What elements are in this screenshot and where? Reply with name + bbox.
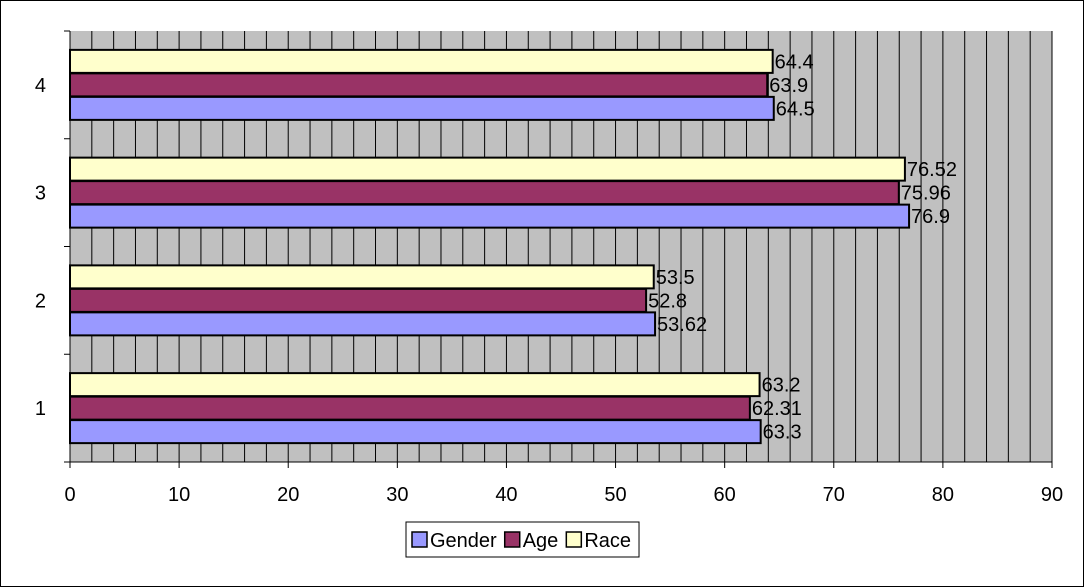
bar-gender-4 [69, 95, 775, 121]
data-label: 63.2 [762, 375, 801, 397]
bar-race-3 [69, 156, 906, 182]
legend-box [405, 521, 640, 558]
data-label: 53.62 [657, 314, 707, 336]
x-tick-label: 0 [64, 484, 75, 506]
y-tick-label: 3 [35, 183, 46, 205]
x-tick-label: 90 [1041, 484, 1063, 506]
legend: Gender Age Race [405, 521, 640, 558]
data-label: 64.4 [775, 51, 814, 73]
data-label: 76.52 [907, 159, 957, 181]
y-tick-label: 4 [35, 75, 46, 97]
bar-gender-3 [69, 203, 911, 229]
bars [69, 48, 911, 445]
data-label: 53.5 [656, 267, 695, 289]
x-tick-label: 10 [168, 484, 190, 506]
x-tick-label: 30 [386, 484, 408, 506]
y-axis: 1 2 3 4 [35, 30, 71, 463]
bar-race-4 [69, 48, 774, 74]
data-label: 75.96 [901, 183, 951, 205]
data-label: 52.8 [648, 290, 687, 312]
legend-swatch-age [503, 531, 521, 548]
data-label: 63.9 [769, 75, 808, 97]
y-tick-label: 1 [35, 398, 46, 420]
data-label: 63.3 [763, 422, 802, 444]
x-tick-label: 60 [714, 484, 736, 506]
x-tick-label: 20 [277, 484, 299, 506]
bar-race-2 [69, 264, 655, 290]
x-tick-label: 70 [823, 484, 845, 506]
bar-gender-1 [69, 419, 762, 445]
legend-label-gender: Gender [430, 530, 497, 552]
data-label: 64.5 [776, 98, 815, 120]
x-tick-label: 40 [495, 484, 517, 506]
bar-race-1 [69, 372, 761, 398]
bar-age-4 [69, 72, 769, 98]
x-axis: 0 10 20 30 40 50 60 70 80 90 [64, 461, 1063, 506]
x-tick-label: 50 [604, 484, 626, 506]
bar-age-2 [69, 287, 648, 313]
legend-label-age: Age [523, 530, 559, 552]
y-tick-label: 2 [35, 290, 46, 312]
bar-gender-2 [69, 311, 657, 337]
bar-age-1 [69, 395, 751, 421]
bar-age-3 [69, 180, 900, 206]
legend-swatch-gender [411, 531, 428, 548]
legend-label-race: Race [584, 530, 631, 552]
x-tick-label: 80 [932, 484, 954, 506]
data-label: 62.31 [752, 398, 802, 420]
legend-swatch-race [565, 531, 583, 548]
data-label: 76.9 [911, 206, 950, 228]
